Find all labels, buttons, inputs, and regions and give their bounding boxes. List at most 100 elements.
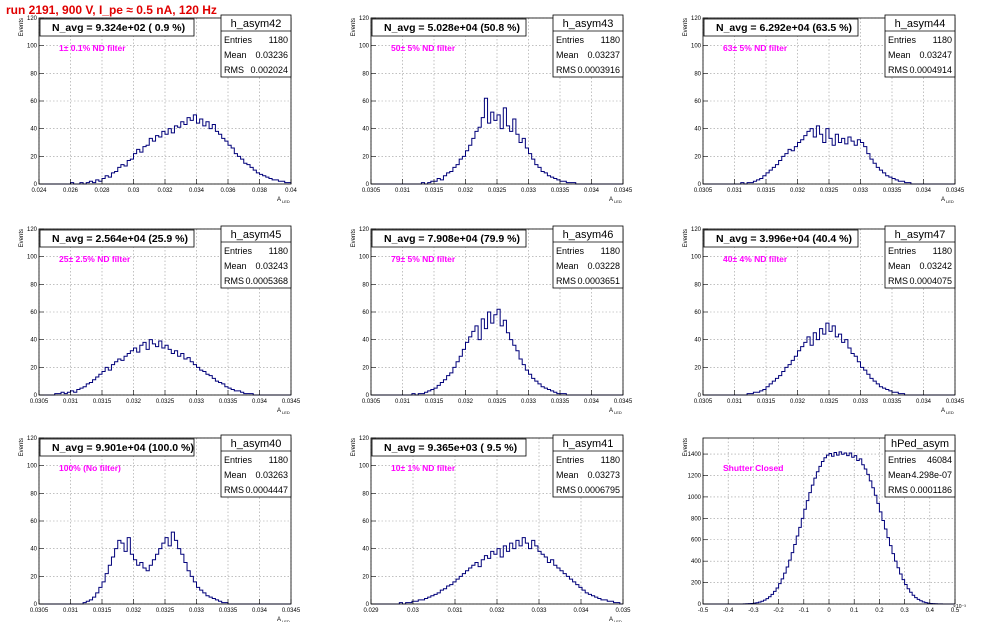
x-tick-label: 0.032 bbox=[790, 188, 806, 194]
x-tick-label: 0.0305 bbox=[30, 399, 49, 405]
stats-value: 0.0006795 bbox=[577, 485, 620, 495]
x-tick-label: 0.031 bbox=[447, 608, 463, 614]
stats-label: Mean bbox=[888, 261, 911, 271]
x-tick-label: 0.032 bbox=[458, 399, 474, 405]
y-tick-label: 100 bbox=[359, 464, 370, 470]
y-tick-label: 1400 bbox=[688, 452, 702, 458]
y-tick-label: 0 bbox=[698, 393, 702, 399]
stats-label: RMS bbox=[224, 485, 244, 495]
y-tick-label: 40 bbox=[694, 127, 701, 133]
stats-label: Entries bbox=[556, 35, 585, 45]
stats-box bbox=[220, 225, 292, 289]
x-tick-label: 0.034 bbox=[573, 608, 589, 614]
y-tick-label: 60 bbox=[30, 99, 37, 105]
title-box bbox=[39, 18, 195, 37]
y-tick-label: 60 bbox=[694, 310, 701, 316]
x-tick-label: 0.0315 bbox=[93, 399, 112, 405]
y-tick-label: 80 bbox=[362, 71, 369, 77]
stats-name: h_asym41 bbox=[563, 438, 614, 450]
x-axis-title: A bbox=[277, 408, 281, 414]
x-tick-label: 0.034 bbox=[252, 608, 268, 614]
y-tick-label: 400 bbox=[691, 559, 702, 565]
x-tick-label: 0.032 bbox=[126, 608, 142, 614]
x-tick-label: 0.031 bbox=[63, 399, 79, 405]
filter-label: 100% (No filter) bbox=[59, 463, 121, 473]
x-tick-label: 0.0345 bbox=[282, 399, 301, 405]
x-tick-label: -0.1 bbox=[799, 608, 810, 614]
y-tick-label: 120 bbox=[27, 436, 38, 442]
x-axis-title: A bbox=[941, 197, 945, 203]
filter-label: 50± 5% ND filter bbox=[391, 43, 456, 53]
x-tick-label: 0.032 bbox=[157, 188, 173, 194]
x-tick-label: 0.0335 bbox=[219, 399, 238, 405]
stats-value: 0.03247 bbox=[919, 50, 952, 60]
x-tick-label: 0.0345 bbox=[946, 399, 965, 405]
x-tick-label: 0.3 bbox=[900, 608, 909, 614]
x-tick-label: 0.032 bbox=[458, 188, 474, 194]
y-tick-label: 0 bbox=[34, 182, 38, 188]
x-tick-label: 0.034 bbox=[916, 399, 932, 405]
y-axis-title: Events bbox=[351, 229, 357, 247]
histogram-series bbox=[703, 322, 955, 396]
stats-label: Entries bbox=[888, 455, 917, 465]
filter-label: 79± 5% ND filter bbox=[391, 254, 456, 264]
filter-label: 40± 4% ND filter bbox=[723, 254, 788, 264]
y-tick-label: 0 bbox=[366, 182, 370, 188]
title-box bbox=[703, 18, 859, 37]
title-box bbox=[703, 229, 859, 248]
histogram-panel: 0.0305 0.031 0.0315 0.032 0.0325 0.033 0.0335 0… bbox=[351, 14, 633, 204]
x-tick-label: -0.5 bbox=[698, 608, 709, 614]
stats-value: 1180 bbox=[601, 35, 620, 45]
y-tick-label: 120 bbox=[691, 16, 702, 22]
x-tick-label: 0.03 bbox=[128, 188, 140, 194]
stats-value: 1180 bbox=[933, 246, 952, 256]
x-tick-label: 0.0305 bbox=[30, 608, 49, 614]
histogram-series bbox=[703, 451, 955, 605]
x-tick-label: 0.0345 bbox=[946, 188, 965, 194]
stats-name: h_asym40 bbox=[231, 438, 282, 450]
x-tick-label: 0.0345 bbox=[614, 188, 633, 194]
stats-name: h_asym45 bbox=[231, 229, 282, 241]
x-axis-title-sub: LED bbox=[282, 619, 290, 622]
stats-label: RMS bbox=[556, 65, 576, 75]
y-tick-label: 60 bbox=[30, 519, 37, 525]
stats-label: Entries bbox=[224, 455, 253, 465]
stats-box bbox=[220, 434, 292, 498]
y-tick-label: 120 bbox=[27, 16, 38, 22]
y-tick-label: 20 bbox=[30, 574, 37, 580]
y-tick-label: 40 bbox=[30, 547, 37, 553]
y-tick-label: 1000 bbox=[688, 495, 702, 501]
x-tick-label: 0.034 bbox=[916, 188, 932, 194]
stats-label: Mean bbox=[888, 470, 911, 480]
histogram-panel: 0.029 0.03 0.031 0.032 0.033 0.034 0.035 0 20 40 6… bbox=[351, 434, 631, 622]
stats-value: 1180 bbox=[269, 246, 288, 256]
y-tick-label: 800 bbox=[691, 516, 702, 522]
x-tick-label: 0.034 bbox=[584, 399, 600, 405]
stats-name: h_asym46 bbox=[563, 229, 614, 241]
y-tick-label: 40 bbox=[30, 338, 37, 344]
x-tick-label: 0.035 bbox=[615, 608, 631, 614]
filter-label: 1± 0.1% ND filter bbox=[59, 43, 126, 53]
y-tick-label: 0 bbox=[34, 393, 38, 399]
x-tick-label: 0.0335 bbox=[883, 188, 902, 194]
x-tick-label: 0.033 bbox=[853, 399, 869, 405]
stats-label: RMS bbox=[224, 65, 244, 75]
stats-value: 0.03243 bbox=[255, 261, 288, 271]
stats-value: -4.298e-07 bbox=[908, 470, 952, 480]
histogram-series bbox=[703, 125, 955, 185]
x-tick-label: 0.1 bbox=[850, 608, 859, 614]
x-axis-title: A bbox=[277, 617, 281, 622]
panel-title: N_avg = 5.028e+04 (50.8 %) bbox=[384, 22, 520, 34]
title-box bbox=[371, 438, 527, 457]
stats-box bbox=[552, 225, 624, 289]
x-tick-label: 0.0305 bbox=[694, 188, 713, 194]
histogram-series bbox=[371, 97, 623, 185]
x-tick-label: 0.033 bbox=[531, 608, 547, 614]
histogram-panel: 0.0305 0.031 0.0315 0.032 0.0325 0.033 0.0335 0… bbox=[19, 225, 301, 415]
y-tick-label: 60 bbox=[694, 99, 701, 105]
x-tick-label: 0.0335 bbox=[551, 188, 570, 194]
panel-title: N_avg = 9.365e+03 ( 9.5 %) bbox=[384, 442, 517, 454]
x-tick-label: 0.038 bbox=[252, 188, 268, 194]
y-tick-label: 20 bbox=[694, 154, 701, 160]
